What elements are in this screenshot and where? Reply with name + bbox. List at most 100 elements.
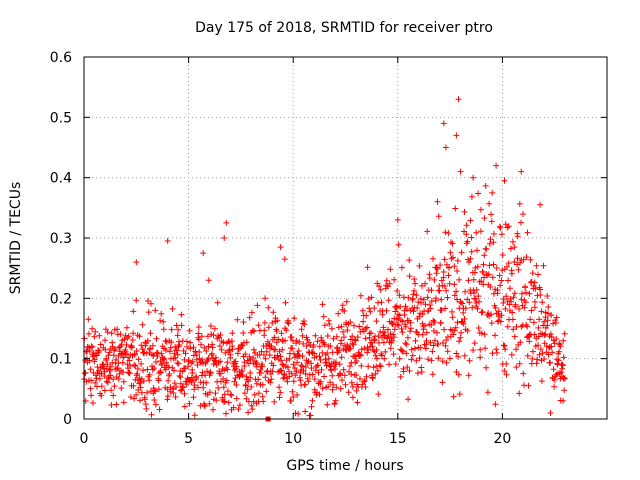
data-point xyxy=(528,278,535,285)
data-point xyxy=(497,318,504,325)
data-point xyxy=(412,337,419,344)
data-point xyxy=(379,311,386,318)
data-point xyxy=(324,333,331,339)
data-point xyxy=(302,408,309,415)
data-point xyxy=(278,330,285,337)
data-point xyxy=(117,343,124,350)
data-point xyxy=(176,341,183,348)
data-point xyxy=(209,344,216,351)
data-point xyxy=(443,337,450,344)
data-point xyxy=(538,357,545,364)
data-point xyxy=(107,372,114,379)
data-point xyxy=(145,298,151,304)
data-point xyxy=(356,351,363,358)
data-point xyxy=(393,316,400,323)
data-point xyxy=(446,355,453,362)
data-point xyxy=(239,372,246,379)
data-point xyxy=(447,249,454,256)
data-point xyxy=(207,370,214,377)
data-point xyxy=(153,335,160,342)
data-point xyxy=(255,376,262,383)
data-point xyxy=(441,256,448,263)
data-point xyxy=(255,390,262,397)
data-point xyxy=(359,307,366,314)
data-point xyxy=(419,311,426,318)
data-point xyxy=(375,333,382,340)
data-point xyxy=(174,360,181,366)
data-point xyxy=(367,308,374,315)
data-point xyxy=(106,366,113,373)
data-point xyxy=(328,325,335,332)
data-point xyxy=(518,168,525,175)
data-point xyxy=(102,337,108,344)
data-point xyxy=(206,389,213,396)
data-point xyxy=(193,374,200,381)
data-point xyxy=(139,346,146,353)
data-point xyxy=(270,362,277,369)
data-point xyxy=(548,343,555,350)
data-point xyxy=(163,359,170,366)
data-point xyxy=(470,174,477,181)
data-point xyxy=(284,378,291,385)
data-point xyxy=(555,357,562,364)
data-point xyxy=(174,347,181,354)
data-point xyxy=(429,348,436,355)
data-point xyxy=(468,248,475,255)
data-point xyxy=(535,324,542,331)
data-point xyxy=(271,398,278,405)
data-point xyxy=(462,288,469,295)
data-point xyxy=(458,249,465,256)
data-point xyxy=(398,347,405,354)
data-point xyxy=(336,361,343,368)
data-point xyxy=(403,350,410,357)
data-point xyxy=(189,369,196,376)
data-point xyxy=(377,286,384,293)
data-point xyxy=(137,379,144,386)
data-point xyxy=(493,349,500,356)
data-point xyxy=(375,391,382,398)
data-point xyxy=(427,305,434,312)
data-point xyxy=(293,368,300,375)
data-point xyxy=(508,298,515,305)
data-point xyxy=(288,370,295,377)
data-point xyxy=(411,276,418,283)
data-point xyxy=(300,340,307,347)
data-point xyxy=(417,310,424,317)
data-point xyxy=(200,384,207,391)
data-point xyxy=(152,401,159,408)
data-point xyxy=(528,307,535,314)
data-point xyxy=(126,370,133,377)
data-point xyxy=(531,279,538,286)
data-point xyxy=(387,345,394,352)
data-point xyxy=(526,338,533,345)
data-point xyxy=(212,390,219,397)
data-point xyxy=(82,369,89,376)
data-point xyxy=(536,316,543,323)
data-point xyxy=(245,378,252,385)
data-point xyxy=(226,346,233,353)
data-point xyxy=(116,370,123,377)
data-point xyxy=(130,382,137,389)
data-point xyxy=(407,328,414,335)
data-point xyxy=(231,378,238,385)
data-point xyxy=(290,394,297,400)
data-point xyxy=(464,327,471,334)
x-tick-label: 0 xyxy=(80,431,89,447)
data-point xyxy=(329,372,336,379)
data-point xyxy=(130,308,137,315)
data-point xyxy=(157,369,164,376)
data-point xyxy=(164,393,171,400)
data-point xyxy=(466,299,473,306)
data-point xyxy=(518,296,525,303)
data-point xyxy=(372,370,379,377)
data-point xyxy=(126,357,133,364)
data-point xyxy=(544,293,551,299)
data-point xyxy=(363,312,370,319)
data-point xyxy=(438,296,445,303)
data-point xyxy=(394,288,401,294)
data-point xyxy=(442,144,449,151)
data-point xyxy=(129,337,136,343)
data-point xyxy=(259,393,266,400)
data-point xyxy=(405,294,412,301)
